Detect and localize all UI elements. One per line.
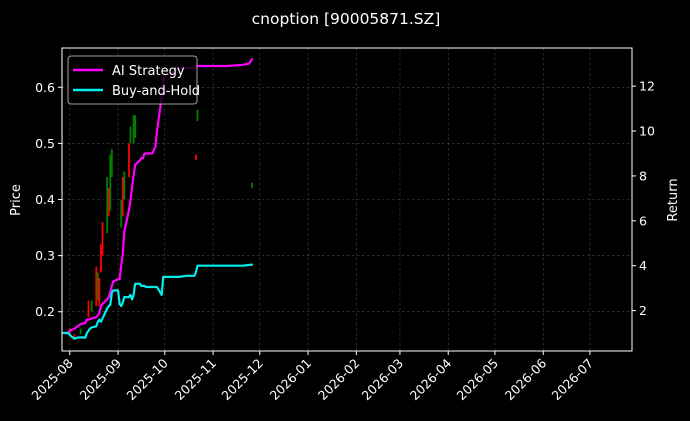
price-candle-6 [96,272,99,301]
price-candle-17 [128,143,130,178]
price-candle-10 [106,177,109,234]
price-candle-13 [110,149,113,178]
price-candle-22 [196,109,199,121]
y-axis-label: Price [9,184,24,216]
legend-label-ai-strategy: AI Strategy [112,64,185,79]
price-candle-5 [95,266,98,307]
price-candle-20 [134,115,137,138]
y2-axis-label: Return [666,178,681,221]
y-tick-label-4: 0.6 [35,80,55,95]
price-candle-21 [195,154,197,161]
price-candle-12 [109,154,112,211]
y2-tick-label-0: 2 [639,303,647,318]
legend-label-buy-and-hold: Buy-and-Hold [112,84,200,99]
price-candle-19 [132,115,135,144]
y-tick-label-3: 0.5 [35,136,55,151]
y2-tick-label-5: 12 [639,79,655,94]
price-candle-4 [90,300,93,312]
price-candle-15 [121,177,124,217]
y2-tick-label-2: 6 [639,213,647,228]
price-candle-18 [129,126,132,144]
price-candle-8 [100,244,102,273]
chart-title: cnoption [90005871.SZ] [252,10,441,28]
price-candle-23 [251,182,253,189]
candle-layer [68,109,253,340]
price-candle-7 [98,278,101,307]
legend: AI Strategy Buy-and-Hold [67,55,200,105]
price-candle-14 [120,199,123,228]
price-candle-16 [123,171,126,200]
y-tick-label-2: 0.4 [35,192,55,207]
y2-tick-label-4: 10 [639,124,655,139]
price-candle-9 [101,221,104,256]
series-line-buy-and-hold [62,263,254,340]
y2-tick-label-3: 8 [639,168,647,183]
price-candle-3 [87,300,90,318]
price-candle-1 [73,334,76,340]
y-tick-label-0: 0.2 [35,304,55,319]
legend-box [67,55,198,105]
price-candle-2 [79,328,82,335]
y-tick-label-1: 0.3 [35,248,55,263]
y2-tick-label-1: 4 [639,258,647,273]
price-candle-11 [107,188,110,217]
